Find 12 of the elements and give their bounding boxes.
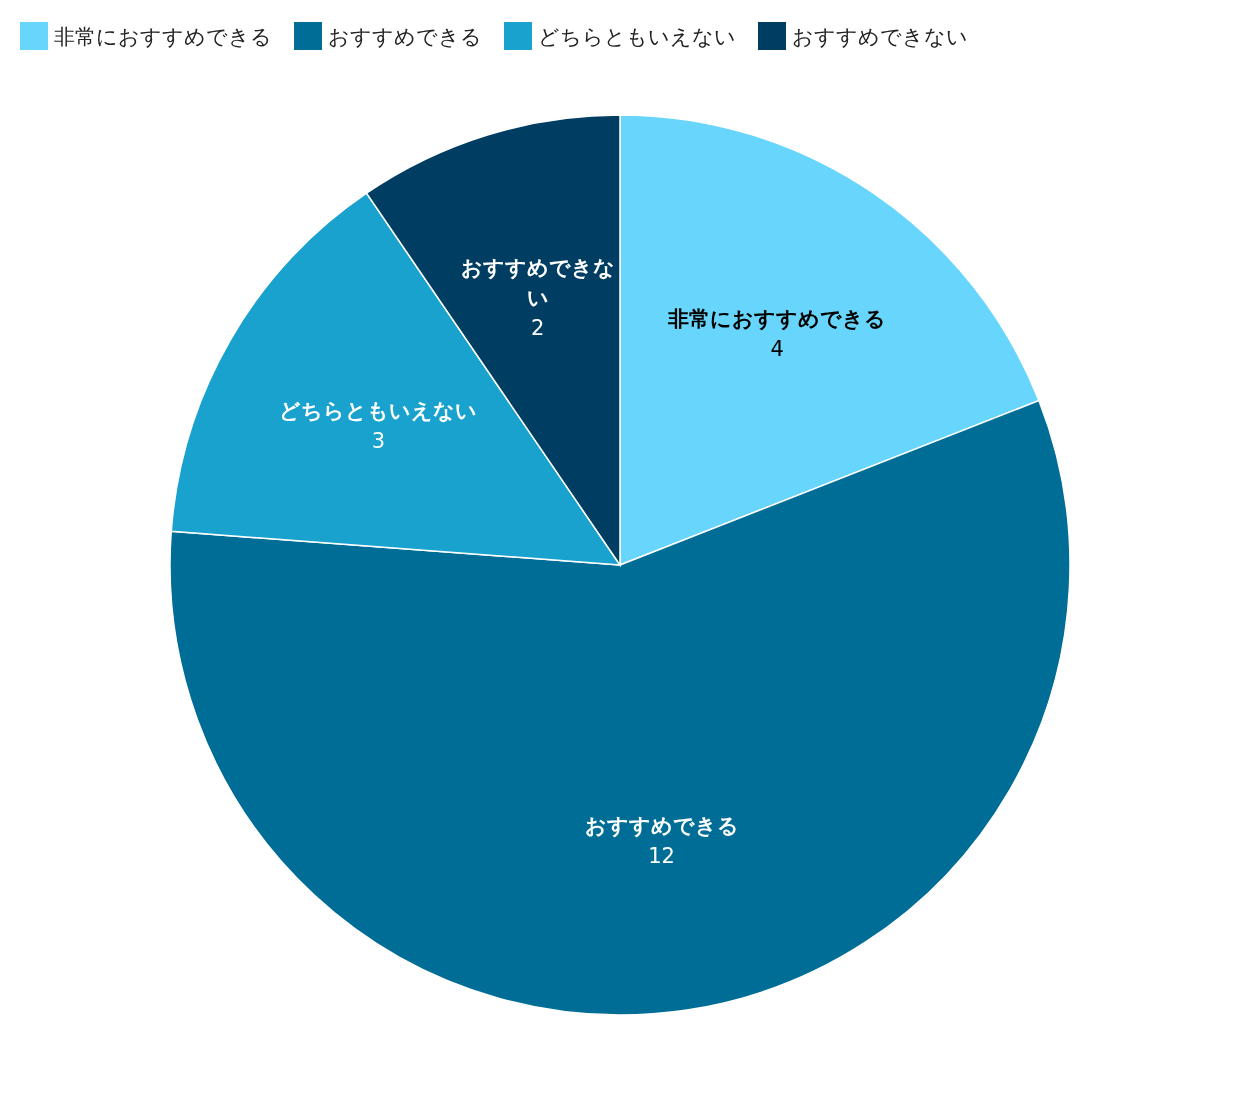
slice-label: 非常におすすめできる bbox=[667, 307, 887, 332]
legend-label: おすすめできる bbox=[328, 25, 482, 49]
data-label: 12 bbox=[648, 843, 675, 868]
slice-label: どちらともいえない bbox=[279, 398, 478, 423]
legend-label: どちらともいえない bbox=[538, 25, 736, 49]
data-label: 2 bbox=[531, 316, 545, 341]
legend-label: 非常におすすめできる bbox=[54, 25, 272, 49]
legend-label: おすすめできない bbox=[792, 25, 968, 49]
slice-label: おすすめできる bbox=[584, 813, 739, 838]
data-label: 3 bbox=[371, 428, 386, 453]
data-label: 4 bbox=[770, 337, 784, 362]
slice-label: おすすめできない bbox=[460, 256, 615, 311]
